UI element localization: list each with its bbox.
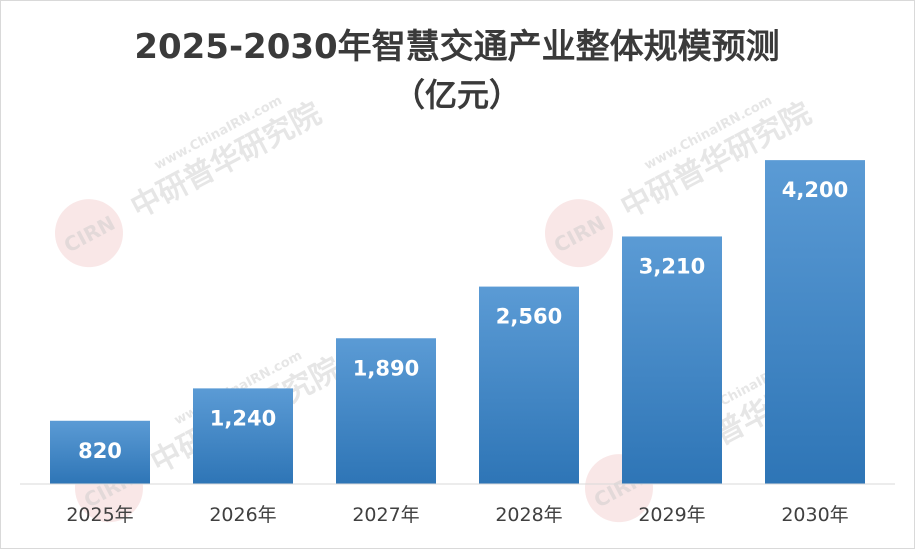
bars: 820 1,240 1,890 2,560 3,210 4,200 <box>50 160 865 484</box>
x-axis-ticks: 2025年 2026年 2027年 2028年 2029年 2030年 <box>66 504 848 526</box>
watermark-logo-icon <box>544 199 613 268</box>
x-tick-label: 2025年 <box>66 504 133 526</box>
x-tick-label: 2028年 <box>495 504 562 526</box>
x-tick-label: 2030年 <box>781 504 848 526</box>
data-label: 1,890 <box>353 356 419 380</box>
bar-2026年 <box>193 388 293 484</box>
data-label: 4,200 <box>782 178 848 202</box>
x-tick-label: 2026年 <box>209 504 276 526</box>
bar-2029年 <box>622 236 722 484</box>
x-tick-label: 2027年 <box>352 504 419 526</box>
bar-2027年 <box>336 338 436 484</box>
data-label: 820 <box>78 439 122 463</box>
x-tick-label: 2029年 <box>638 504 705 526</box>
data-label: 2,560 <box>496 305 562 329</box>
chart-subtitle: （亿元） <box>393 76 521 114</box>
data-label: 3,210 <box>639 254 705 278</box>
chart-title: 2025-2030年智慧交通产业整体规模预测 <box>134 27 779 67</box>
bar-2030年 <box>765 160 865 484</box>
data-label: 1,240 <box>210 406 276 430</box>
bar-2025年 <box>50 420 150 484</box>
watermark-logo-icon <box>54 199 123 268</box>
bar-2028年 <box>479 286 579 484</box>
